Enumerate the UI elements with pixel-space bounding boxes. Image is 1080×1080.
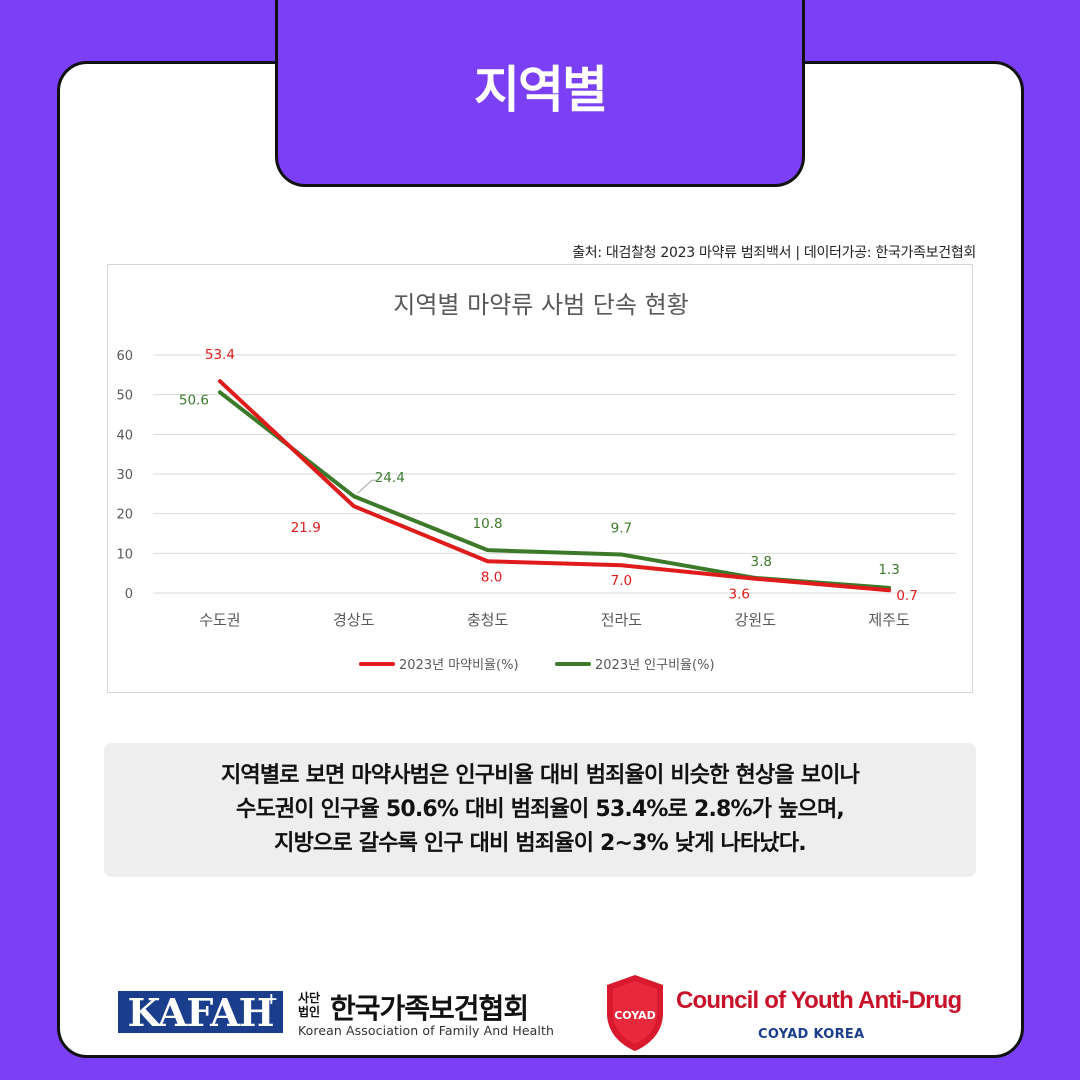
header-tab: 지역별 [275, 0, 805, 187]
data-label: 8.0 [481, 569, 502, 585]
kafah-english-name: Korean Association of Family And Health [298, 1023, 555, 1038]
kafah-org-type: 사단법인 [298, 991, 321, 1019]
data-label: 3.6 [729, 587, 750, 603]
chart-title: 지역별 마약류 사범 단속 현황 [393, 291, 688, 319]
kafah-name: 한국가족보건협회 [330, 992, 529, 1025]
legend-label-1: 2023년 인구비율(%) [595, 658, 715, 673]
data-label: 50.6 [179, 392, 209, 408]
footer: KAFAH + 사단법인 한국가족보건협회 Korean Association… [0, 965, 1080, 1055]
y-tick-label: 0 [125, 587, 133, 602]
data-label: 1.3 [878, 562, 899, 578]
y-tick-label: 20 [116, 508, 133, 523]
x-tick-label: 경상도 [333, 611, 375, 629]
svg-text:COYAD: COYAD [614, 1009, 656, 1022]
data-label: 21.9 [291, 520, 321, 536]
x-tick-label: 제주도 [868, 611, 910, 629]
kafah-logo-text: KAFAH [127, 989, 274, 1035]
x-tick-label: 충청도 [467, 611, 509, 629]
data-label-leader [357, 479, 378, 494]
page-title: 지역별 [474, 61, 608, 119]
chart-container: 지역별 마약류 사범 단속 현황 0 10 20 30 40 50 60 수도권 경상도 충청도 전라… [107, 264, 973, 693]
coyad-name: Council of Youth Anti-Drug [676, 987, 962, 1014]
summary-line-3: 지방으로 갈수록 인구 대비 범죄율이 2~3% 낮게 나타났다. [274, 831, 807, 856]
kafah-logo: KAFAH + [118, 989, 283, 1035]
data-label: 24.4 [375, 470, 405, 486]
series-line-1 [217, 390, 892, 590]
coyad-subtitle: COYAD KOREA [758, 1027, 865, 1042]
line-chart: 지역별 마약류 사범 단속 현황 0 10 20 30 40 50 60 수도권 경상도 충청도 전라… [116, 291, 956, 673]
x-tick-label: 강원도 [735, 611, 777, 629]
y-tick-label: 40 [116, 428, 133, 443]
data-label: 53.4 [205, 347, 235, 363]
source-note: 출처: 대검찰청 2023 마약류 범죄백서 | 데이터가공: 한국가족보건협회 [572, 245, 976, 261]
x-tick-label: 전라도 [601, 611, 643, 629]
y-tick-label: 30 [116, 468, 133, 483]
x-tick-label: 수도권 [199, 611, 240, 629]
summary-box: 지역별로 보면 마약사범은 인구비율 대비 범죄율이 비슷한 현상을 보이나 수… [104, 743, 976, 877]
data-label: 7.0 [611, 573, 632, 589]
data-label: 9.7 [611, 521, 632, 537]
data-label: 0.7 [896, 588, 917, 604]
data-label: 10.8 [473, 516, 503, 532]
kafah-plus: + [264, 989, 278, 1008]
data-label: 3.8 [751, 554, 772, 570]
summary-line-1: 지역별로 보면 마약사범은 인구비율 대비 범죄율이 비슷한 현상을 보이나 [220, 763, 860, 788]
y-tick-label: 10 [116, 547, 133, 562]
coyad-shield-icon: COYAD [607, 975, 663, 1051]
series-line-0 [217, 379, 892, 593]
y-tick-label: 50 [116, 389, 133, 404]
summary-line-2: 수도권이 인구율 50.6% 대비 범죄율이 53.4%로 2.8%가 높으며, [236, 797, 845, 822]
legend-label-0: 2023년 마약비율(%) [399, 658, 519, 673]
y-tick-label: 60 [116, 349, 133, 364]
